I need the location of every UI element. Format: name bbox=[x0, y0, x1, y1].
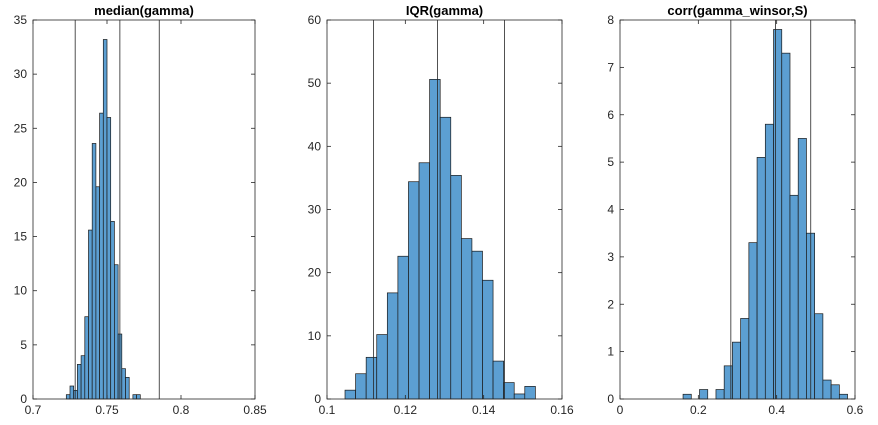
histogram-bar bbox=[355, 373, 367, 400]
chart-title: median(gamma) bbox=[94, 3, 194, 18]
histogram-bar bbox=[482, 279, 494, 400]
y-tick-label: 60 bbox=[308, 13, 322, 27]
histogram-bar bbox=[781, 52, 791, 400]
y-tick-label: 0 bbox=[314, 392, 321, 406]
histogram-bar bbox=[408, 181, 420, 400]
subplot-3: 0 0.2 0.4 0.6 0 1 2 3 4 5 6 7 8 corr(gamma_winsor,S) bbox=[607, 3, 863, 417]
y-tick-label: 5 bbox=[607, 155, 614, 169]
histogram-bar bbox=[699, 389, 709, 400]
histogram-bar bbox=[91, 143, 97, 400]
histogram-bar bbox=[125, 376, 130, 400]
histogram-bar bbox=[376, 334, 388, 400]
y-tick-label: 20 bbox=[308, 266, 322, 280]
histogram-bar bbox=[732, 341, 741, 400]
histogram-bar bbox=[740, 318, 750, 400]
histogram-bar bbox=[121, 368, 126, 400]
histogram-bar bbox=[748, 242, 758, 400]
y-tick-label: 1 bbox=[607, 345, 614, 359]
histogram-bar bbox=[830, 384, 840, 400]
histogram-bar bbox=[386, 292, 399, 400]
histogram-bar bbox=[682, 393, 692, 400]
histogram-bar bbox=[756, 157, 766, 400]
histogram-bar bbox=[773, 29, 783, 400]
histogram-bar bbox=[365, 356, 378, 400]
histogram-bar bbox=[69, 385, 75, 400]
chart-title: corr(gamma_winsor,S) bbox=[667, 3, 807, 18]
x-tick-label: 0.6 bbox=[847, 403, 864, 417]
histogram-bar bbox=[822, 379, 832, 400]
x-tick-label: 0.14 bbox=[472, 403, 496, 417]
histogram-bar bbox=[764, 123, 774, 400]
histogram-bar bbox=[114, 264, 119, 400]
histogram-bar bbox=[344, 389, 356, 400]
y-tick-label: 4 bbox=[607, 203, 614, 217]
y-tick-label: 0 bbox=[20, 392, 27, 406]
histogram-bar bbox=[77, 364, 82, 400]
y-tick-label: 2 bbox=[607, 297, 614, 311]
y-tick-label: 0 bbox=[607, 392, 614, 406]
histogram-bar bbox=[797, 138, 807, 400]
y-tick-label: 30 bbox=[14, 67, 28, 81]
histogram-bar bbox=[715, 389, 725, 400]
histogram-bar bbox=[110, 221, 115, 400]
histogram-bar bbox=[814, 313, 824, 400]
histogram-bar bbox=[838, 393, 848, 400]
histogram-bar bbox=[80, 355, 86, 400]
axes-box bbox=[32, 19, 256, 400]
chart-title: IQR(gamma) bbox=[406, 3, 483, 18]
x-tick-label: 0.4 bbox=[768, 403, 785, 417]
x-tick-label: 0.2 bbox=[690, 403, 707, 417]
y-tick-label: 40 bbox=[308, 139, 322, 153]
y-tick-label: 5 bbox=[20, 338, 27, 352]
x-tick-label: 0.8 bbox=[173, 403, 190, 417]
histogram-bar bbox=[471, 250, 483, 400]
x-tick-label: 0 bbox=[617, 403, 624, 417]
histogram-bar bbox=[450, 175, 462, 400]
histogram-bar bbox=[95, 186, 100, 400]
x-tick-label: 0.1 bbox=[319, 403, 336, 417]
histogram-bar bbox=[136, 394, 141, 400]
subplot-1: 0.7 0.75 0.8 0.85 0 5 10 15 20 25 30 35 median(gamma… bbox=[14, 3, 267, 417]
histogram-bar bbox=[102, 39, 108, 400]
histogram-bar bbox=[418, 162, 430, 400]
histogram-bar bbox=[492, 360, 505, 400]
y-tick-label: 8 bbox=[607, 13, 614, 27]
histogram-bar bbox=[88, 229, 93, 400]
histogram-bar bbox=[397, 255, 409, 400]
y-tick-label: 10 bbox=[14, 284, 28, 298]
x-tick-label: 0.85 bbox=[243, 403, 267, 417]
x-tick-label: 0.12 bbox=[394, 403, 418, 417]
y-tick-label: 15 bbox=[14, 230, 28, 244]
histogram-bar bbox=[429, 79, 441, 400]
histogram-bar bbox=[99, 112, 104, 400]
x-tick-label: 0.75 bbox=[95, 403, 119, 417]
histogram-bar bbox=[460, 238, 473, 400]
histogram-bar bbox=[524, 386, 536, 400]
x-tick-label: 0.16 bbox=[550, 403, 574, 417]
histogram-bar bbox=[513, 393, 526, 400]
y-tick-label: 20 bbox=[14, 175, 28, 189]
histogram-bar bbox=[789, 194, 799, 400]
y-tick-label: 35 bbox=[14, 13, 28, 27]
subplot-2: 0.1 0.12 0.14 0.16 0 10 20 30 40 50 60 IQR(gamma) bbox=[308, 3, 574, 417]
x-tick-label: 0.7 bbox=[25, 403, 42, 417]
histogram-bar bbox=[84, 316, 89, 400]
y-tick-label: 30 bbox=[308, 203, 322, 217]
y-tick-label: 25 bbox=[14, 121, 28, 135]
y-tick-label: 3 bbox=[607, 250, 614, 264]
histogram-bar bbox=[65, 394, 71, 400]
y-tick-label: 50 bbox=[308, 76, 322, 90]
histogram-bar bbox=[439, 116, 452, 400]
y-tick-label: 7 bbox=[607, 60, 614, 74]
y-tick-label: 10 bbox=[308, 329, 322, 343]
histogram-bar bbox=[503, 382, 515, 400]
histogram-bar bbox=[106, 117, 112, 400]
histogram-bar bbox=[132, 394, 137, 400]
y-tick-label: 6 bbox=[607, 108, 614, 122]
